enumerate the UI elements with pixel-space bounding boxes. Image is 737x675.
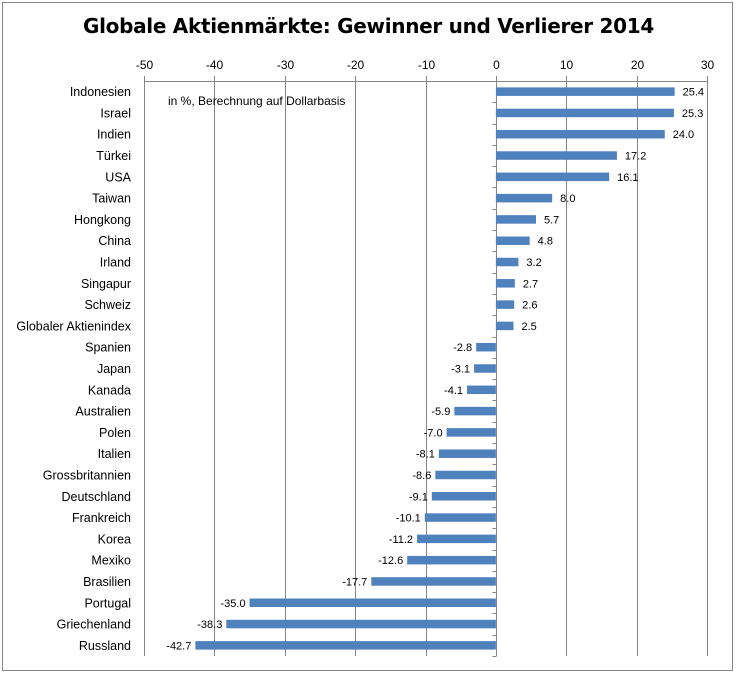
- bar: [446, 428, 496, 437]
- data-label: 25.4: [683, 87, 704, 99]
- bar: [476, 342, 496, 352]
- data-label: -9.1: [409, 491, 428, 503]
- bar: [474, 364, 496, 373]
- data-label: -17.7: [342, 576, 367, 588]
- bar: [495, 236, 530, 245]
- category-label: Kanada: [88, 383, 131, 397]
- bar: [467, 385, 496, 395]
- data-label: -8.1: [416, 449, 435, 461]
- category-label: Israel: [100, 106, 131, 120]
- category-label: Hongkong: [74, 213, 131, 227]
- x-tick-label: 30: [701, 58, 715, 72]
- category-label: Italien: [98, 447, 131, 461]
- bar: [431, 492, 496, 501]
- category-label: Indonesien: [70, 85, 131, 99]
- category-label: Australien: [75, 405, 131, 419]
- data-label: 17.2: [625, 151, 646, 163]
- data-label: -38.3: [197, 619, 222, 631]
- data-label: 2.7: [523, 278, 538, 290]
- data-label: 4.8: [538, 236, 553, 248]
- data-label: 8.0: [560, 193, 575, 205]
- bar: [495, 193, 553, 203]
- x-tick-label: 0: [493, 58, 500, 72]
- data-label: -4.1: [444, 385, 463, 397]
- category-label: Portugal: [84, 596, 131, 610]
- data-label: 16.1: [617, 172, 638, 184]
- data-label: -10.1: [396, 513, 421, 525]
- bar: [435, 470, 496, 480]
- category-label: China: [98, 234, 131, 248]
- category-label: Korea: [98, 532, 131, 546]
- category-label: Polen: [99, 426, 131, 440]
- bar: [407, 555, 496, 565]
- x-tick-label: 10: [560, 58, 574, 72]
- data-labels: 25.4 25.3 24.0 17.2 16.1 8.05.7 4.8 3.2 2.7 2.6 2.…: [166, 87, 704, 653]
- category-label: USA: [105, 170, 131, 184]
- data-label: -42.7: [166, 640, 191, 652]
- bar: [495, 279, 515, 288]
- data-label: -3.1: [451, 364, 470, 376]
- data-label: 3.2: [526, 257, 541, 269]
- category-label: Schweiz: [84, 298, 131, 312]
- value-axis: -50 -40 -30 -20 -10 0 10 20 30: [136, 58, 715, 657]
- bars: [195, 87, 675, 650]
- data-label: -8.6: [412, 470, 431, 482]
- bar: [495, 129, 665, 139]
- x-tick-label: -30: [277, 58, 295, 72]
- data-label: 25.3: [682, 108, 703, 120]
- category-label: Mexiko: [91, 554, 131, 568]
- bar: [495, 300, 515, 309]
- chart-title: Globale Aktienmärkte: Gewinner und Verli…: [82, 14, 655, 38]
- category-label: Indien: [97, 128, 131, 142]
- x-tick-label: 20: [631, 58, 645, 72]
- bar: [438, 449, 496, 458]
- data-label: -35.0: [220, 598, 245, 610]
- bar: [417, 534, 496, 544]
- data-label: -2.8: [453, 342, 472, 354]
- category-label: Singapur: [81, 277, 131, 291]
- category-labels: Indonesien Israel Indien Türkei USA Taiwan Hon…: [16, 85, 131, 653]
- bar: [495, 87, 675, 96]
- bar: [249, 598, 496, 608]
- bar: [495, 172, 610, 182]
- x-tick-label: -10: [418, 58, 436, 72]
- bar: [495, 215, 536, 224]
- bar: [495, 321, 514, 331]
- data-label: -11.2: [389, 534, 413, 546]
- gridlines: [144, 81, 708, 656]
- data-label: -5.9: [431, 406, 450, 418]
- category-label: Globaler Aktienindex: [16, 319, 131, 333]
- chart-annotation: in %, Berechnung auf Dollarbasis: [168, 94, 345, 108]
- category-label: Spanien: [85, 341, 131, 355]
- x-tick-label: -20: [347, 58, 365, 72]
- category-label: Griechenland: [57, 618, 131, 632]
- data-label: -7.0: [424, 427, 443, 439]
- x-tick-label: -40: [206, 58, 224, 72]
- bar: [195, 641, 496, 650]
- bar: [495, 108, 674, 118]
- x-tick-label: -50: [136, 58, 154, 72]
- category-label: Türkei: [96, 149, 131, 163]
- category-label: Russland: [79, 639, 131, 653]
- data-label: 24.0: [673, 129, 694, 141]
- category-label: Japan: [97, 362, 131, 376]
- data-label: 2.5: [521, 321, 536, 333]
- bar: [371, 577, 496, 586]
- bar: [226, 619, 496, 629]
- category-label: Deutschland: [62, 490, 132, 504]
- category-label: Frankreich: [72, 511, 131, 525]
- category-label: Irland: [100, 256, 131, 270]
- bar: [454, 406, 496, 416]
- bar: [495, 151, 617, 160]
- data-label: 5.7: [544, 214, 559, 226]
- data-label: -12.6: [378, 555, 403, 567]
- data-label: 2.6: [522, 300, 537, 312]
- bar: [495, 257, 519, 267]
- category-label: Taiwan: [92, 192, 131, 206]
- bar: [424, 513, 496, 522]
- category-label: Grossbritannien: [43, 468, 131, 482]
- category-label: Brasilien: [83, 575, 131, 589]
